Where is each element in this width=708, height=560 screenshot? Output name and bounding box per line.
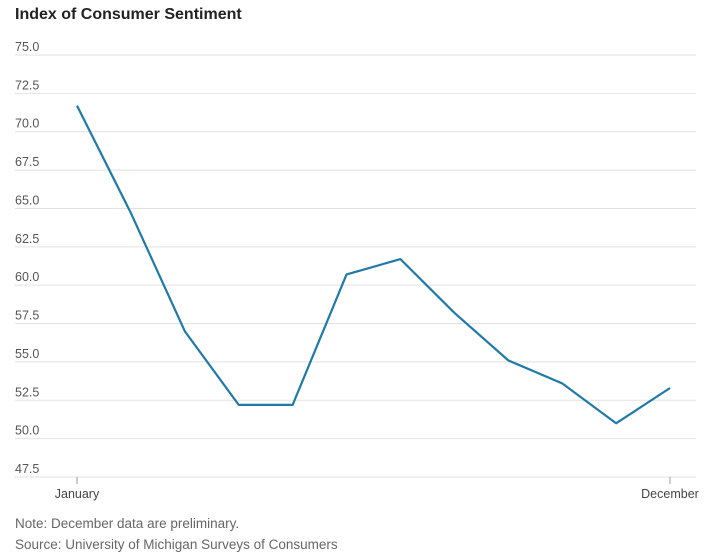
y-tick-label: 57.5 [15,309,39,323]
y-tick-label: 52.5 [15,385,39,399]
x-tick-label: January [55,487,100,501]
y-tick-label: 72.5 [15,78,39,92]
source: Source: University of Michigan Surveys o… [15,537,338,552]
y-tick-label: 50.0 [15,424,39,438]
y-tick-label: 55.0 [15,347,39,361]
y-tick-label: 75.0 [15,40,39,54]
y-tick-label: 47.5 [15,462,39,476]
y-tick-label: 67.5 [15,155,39,169]
y-tick-label: 70.0 [15,117,39,131]
series-line [76,105,671,425]
chart-title: Index of Consumer Sentiment [15,6,242,23]
y-tick-label: 62.5 [15,232,39,246]
y-tick-label: 60.0 [15,270,39,284]
note: Note: December data are preliminary. [15,516,239,531]
y-tick-label: 65.0 [15,193,39,207]
x-tick-label: December [641,487,699,501]
